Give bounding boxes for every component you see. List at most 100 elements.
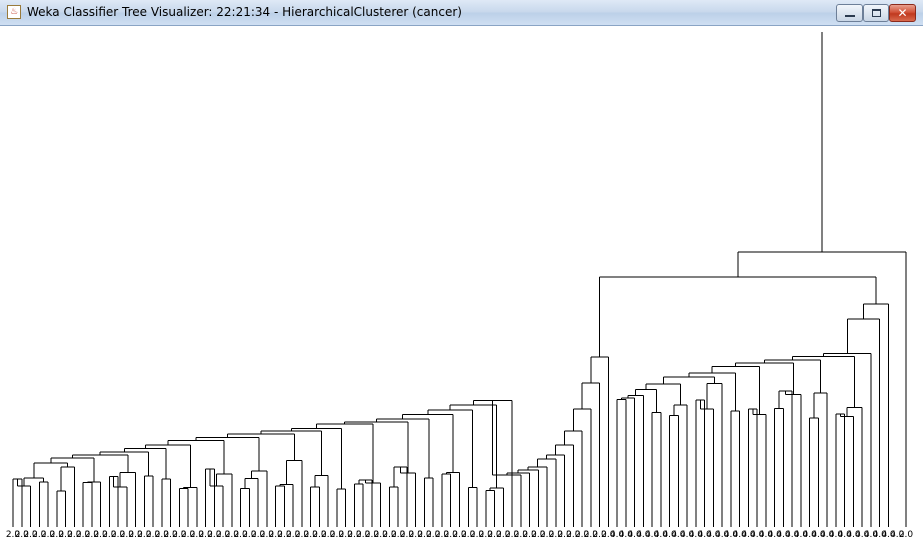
leaf-label: 2.0: [102, 530, 117, 539]
leaf-label: 2.0: [67, 530, 82, 539]
leaf-label: 4.0: [864, 530, 879, 539]
leaf-label: 2.0: [374, 530, 389, 539]
leaf-label: 4.0: [627, 530, 642, 539]
leaf-label: 2.0: [312, 530, 327, 539]
leaf-label: 2.0: [242, 530, 257, 539]
leaf-label: 4.0: [803, 530, 818, 539]
leaf-label: 4.0: [741, 530, 756, 539]
leaf-label: 2.0: [15, 530, 30, 539]
leaf-label: 2.0: [487, 530, 502, 539]
leaf-label: 4.0: [776, 530, 791, 539]
leaf-label: 2.0: [277, 530, 292, 539]
leaf-label: 2.0: [417, 530, 432, 539]
java-app-icon: ♨: [7, 5, 21, 19]
leaf-label: 4.0: [671, 530, 686, 539]
minimize-icon: [845, 15, 855, 17]
window-title: Weka Classifier Tree Visualizer: 22:21:3…: [27, 5, 462, 19]
close-button[interactable]: ✕: [889, 4, 916, 22]
leaf-label: 2.0: [155, 530, 170, 539]
leaf-label: 2.0: [522, 530, 537, 539]
tree-canvas[interactable]: 2.0 2.0 2.0 2.0 2.0 2.0 2.0 2.0 2.0 2.0 2.0 2.0 2.0 2…: [0, 27, 923, 539]
leaf-label: 4.0: [794, 530, 809, 539]
leaf-label: 2.0: [566, 530, 581, 539]
leaf-label: 4.0: [706, 530, 721, 539]
leaf-label: 4.0: [636, 530, 651, 539]
leaf-label: 2.0: [23, 530, 38, 539]
leaf-label: 4.0: [619, 530, 634, 539]
leaf-label: 2.0: [172, 530, 187, 539]
leaf-label: 2.0: [479, 530, 494, 539]
title-bar[interactable]: ♨ Weka Classifier Tree Visualizer: 22:21…: [0, 0, 923, 26]
leaf-label: 2.0: [584, 530, 599, 539]
leaf-label: 2.0: [207, 530, 222, 539]
leaf-label: 2.0: [321, 530, 336, 539]
leaf-label: 2.0: [41, 530, 56, 539]
leaf-label: 2.0: [601, 530, 616, 539]
leaf-label: 4.0: [873, 530, 888, 539]
leaf-label: 2.0: [339, 530, 354, 539]
leaf-label: 4.0: [689, 530, 704, 539]
leaf-label: 2.0: [400, 530, 415, 539]
leaf-label: 2.0: [181, 530, 196, 539]
leaf-label: 2.0: [163, 530, 178, 539]
leaf-label: 2.0: [391, 530, 406, 539]
minimize-button[interactable]: [836, 4, 863, 22]
leaf-label: 4.0: [768, 530, 783, 539]
leaf-label: 4.0: [820, 530, 835, 539]
leaf-label: 4.0: [759, 530, 774, 539]
leaf-label: 2.0: [452, 530, 467, 539]
dendrogram-links: [12, 32, 907, 527]
leaf-label: 4.0: [732, 530, 747, 539]
leaf-label: 4.0: [724, 530, 739, 539]
leaf-label: 4.0: [645, 530, 660, 539]
leaf-label: 2.0: [85, 530, 100, 539]
leaf-label: 4.0: [881, 530, 896, 539]
leaf-label: 2.0: [295, 530, 310, 539]
leaf-label: 2.0: [216, 530, 231, 539]
leaf-label: 2.0: [899, 530, 914, 539]
maximize-button[interactable]: [863, 4, 889, 22]
leaf-label: 4.0: [838, 530, 853, 539]
leaf-label: 2.0: [435, 530, 450, 539]
leaf-label: 4.0: [715, 530, 730, 539]
leaf-label: 4.0: [846, 530, 861, 539]
leaf-label: 2.0: [557, 530, 572, 539]
leaf-label: 4.0: [855, 530, 870, 539]
leaf-label: 2.0: [496, 530, 511, 539]
leaf-label: 4.0: [750, 530, 765, 539]
leaf-label: 4.0: [829, 530, 844, 539]
leaf-label: 2.0: [190, 530, 205, 539]
leaf-label: 2.0: [330, 530, 345, 539]
leaf-label: 2.0: [260, 530, 275, 539]
leaf-label: 2.0: [426, 530, 441, 539]
maximize-icon: [872, 9, 881, 17]
leaf-label: 2.0: [128, 530, 143, 539]
leaf-label: 2.0: [93, 530, 108, 539]
leaf-label: 2.0: [50, 530, 65, 539]
leaf-label: 2.0: [356, 530, 371, 539]
dendrogram[interactable]: 2.02.02.02.02.02.02.02.02.02.02.02.02.02…: [0, 27, 923, 539]
leaf-label: 2.0: [233, 530, 248, 539]
leaf-label: 2.0: [198, 530, 213, 539]
leaf-label: 4.0: [811, 530, 826, 539]
leaf-label: 2.0: [347, 530, 362, 539]
leaf-label: 2.0: [137, 530, 152, 539]
leaf-label: 2.0: [146, 530, 161, 539]
leaf-label: 2.0: [76, 530, 91, 539]
leaf-label: 2.0: [470, 530, 485, 539]
leaf-label: 2.0: [58, 530, 73, 539]
leaf-label: 2.0: [409, 530, 424, 539]
leaf-label: 2.0: [382, 530, 397, 539]
leaf-label: 2.0: [365, 530, 380, 539]
leaf-label: 2.0: [505, 530, 520, 539]
leaf-label: 4.0: [654, 530, 669, 539]
leaf-label: 2.0: [304, 530, 319, 539]
leaf-label: 2.0: [461, 530, 476, 539]
leaf-label: 4.0: [662, 530, 677, 539]
leaf-label: 2.0: [514, 530, 529, 539]
leaf-label: 4.0: [697, 530, 712, 539]
leaf-label: 2.0: [540, 530, 555, 539]
leaf-label: 2.0: [549, 530, 564, 539]
leaf-labels: 2.02.02.02.02.02.02.02.02.02.02.02.02.02…: [6, 530, 914, 539]
leaf-label: 2.0: [120, 530, 135, 539]
